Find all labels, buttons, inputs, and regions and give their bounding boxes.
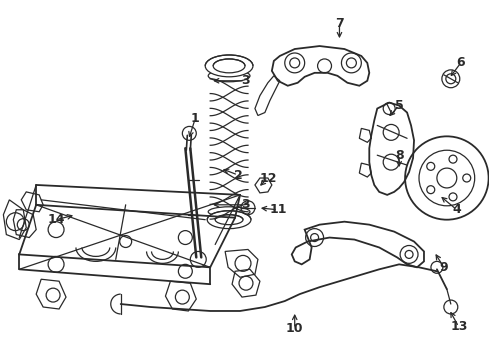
Text: 4: 4 bbox=[452, 203, 461, 216]
Text: 10: 10 bbox=[286, 322, 303, 336]
Text: 6: 6 bbox=[457, 57, 465, 69]
Text: 3: 3 bbox=[241, 198, 249, 211]
Text: 9: 9 bbox=[440, 261, 448, 274]
Text: 13: 13 bbox=[450, 320, 467, 333]
Text: 2: 2 bbox=[234, 168, 243, 181]
Text: 14: 14 bbox=[48, 213, 65, 226]
Text: 11: 11 bbox=[269, 203, 287, 216]
Text: 7: 7 bbox=[335, 17, 344, 30]
Ellipse shape bbox=[213, 59, 245, 73]
Text: 1: 1 bbox=[191, 112, 199, 125]
Ellipse shape bbox=[215, 215, 243, 225]
Ellipse shape bbox=[205, 55, 253, 77]
Text: 8: 8 bbox=[395, 149, 403, 162]
Ellipse shape bbox=[207, 211, 251, 229]
Text: 5: 5 bbox=[395, 99, 403, 112]
Text: 12: 12 bbox=[259, 171, 277, 185]
Text: 3: 3 bbox=[241, 74, 249, 87]
